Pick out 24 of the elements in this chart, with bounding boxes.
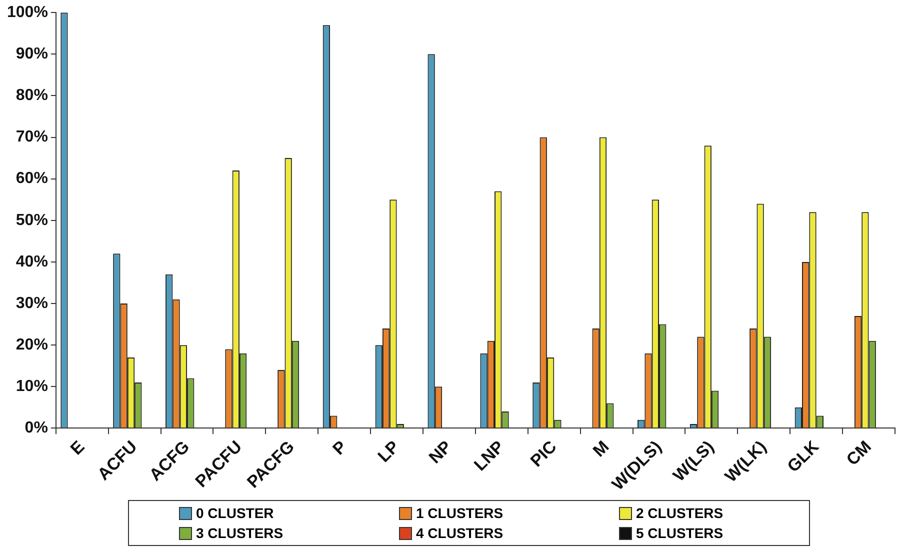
y-tick-label: 40%: [16, 253, 48, 270]
x-tick-label: PIC: [526, 437, 560, 471]
legend-label: 0 CLUSTER: [195, 504, 275, 523]
y-tick-label: 60%: [16, 170, 48, 188]
y-tick-label: 10%: [16, 378, 48, 396]
legend-label: 2 CLUSTERS: [635, 504, 724, 523]
x-tick-label: P: [329, 437, 350, 459]
x-tick-label: NP: [425, 437, 456, 468]
x-tick-label: CM: [842, 437, 875, 470]
y-tick-label: 0%: [24, 420, 48, 437]
y-tick-label: 30%: [16, 294, 48, 312]
x-tick-label: LP: [374, 437, 403, 466]
legend-label: 5 CLUSTERS: [635, 524, 724, 543]
legend-label: 3 CLUSTERS: [195, 524, 284, 543]
y-tick-label: 100%: [7, 4, 48, 22]
y-tick-label: 90%: [16, 46, 48, 63]
y-tick-label: 80%: [16, 87, 48, 104]
legend-label: 1 CLUSTERS: [415, 504, 504, 523]
x-tick-label: M: [589, 437, 613, 461]
x-tick-label: E: [66, 437, 88, 459]
y-tick-label: 70%: [16, 128, 48, 146]
y-tick-label: 50%: [16, 212, 48, 229]
legend-label: 4 CLUSTERS: [415, 524, 504, 543]
y-tick-label: 20%: [16, 336, 48, 354]
